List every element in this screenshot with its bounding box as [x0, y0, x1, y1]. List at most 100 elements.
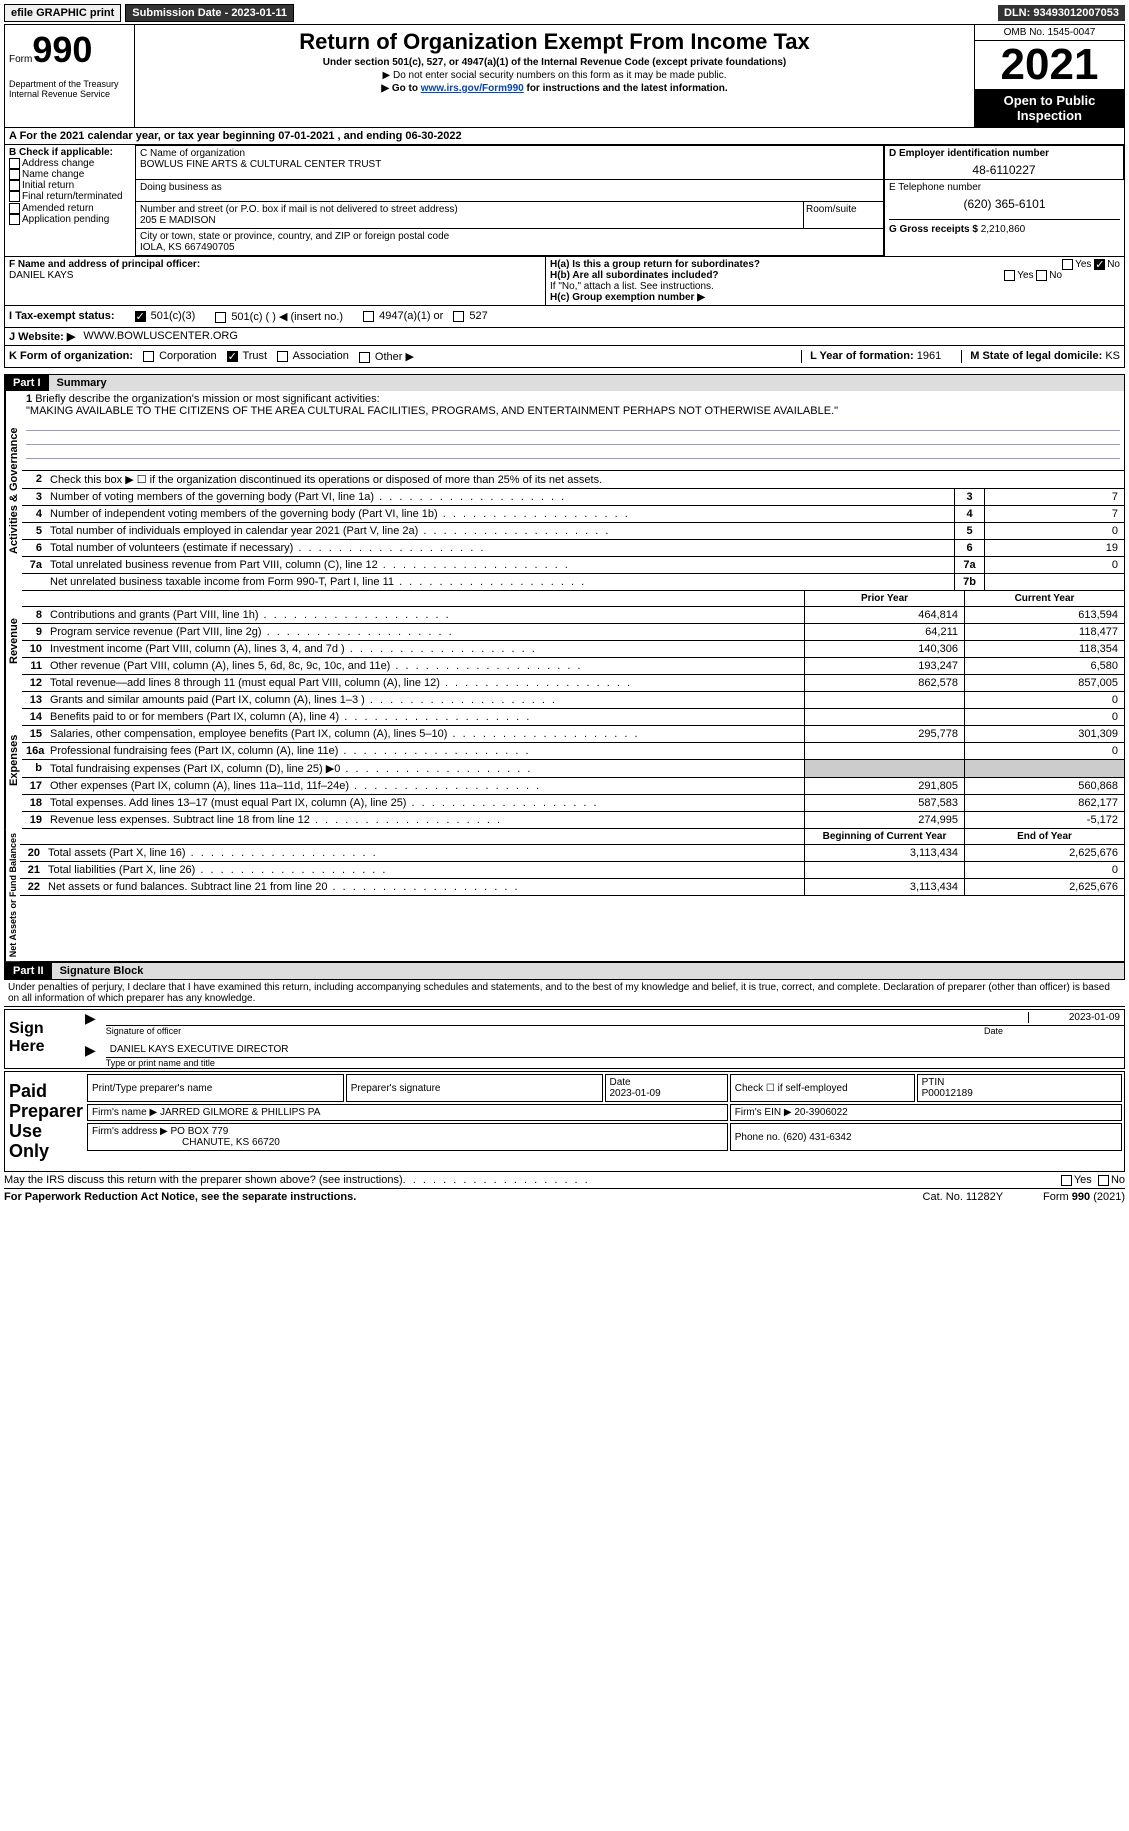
irs-link[interactable]: www.irs.gov/Form990 — [421, 83, 524, 94]
firm-city: CHANUTE, KS 66720 — [182, 1137, 280, 1148]
cb-irs-yes[interactable] — [1061, 1175, 1072, 1186]
cb-amended[interactable] — [9, 203, 20, 214]
ptin-label: PTIN — [922, 1077, 945, 1088]
open-public: Open to Public Inspection — [975, 89, 1124, 127]
note-goto-post: for instructions and the latest informat… — [524, 83, 728, 94]
part1-title: Summary — [57, 377, 107, 389]
line2: Check this box ▶ ☐ if the organization d… — [46, 471, 1124, 488]
gross-label: G Gross receipts $ — [889, 224, 978, 235]
org-name: BOWLUS FINE ARTS & CULTURAL CENTER TRUST — [140, 159, 879, 170]
hb-label: H(b) Are all subordinates included? — [550, 270, 719, 281]
year-formation: 1961 — [917, 350, 941, 362]
side-netassets: Net Assets or Fund Balances — [5, 829, 20, 961]
side-revenue: Revenue — [5, 591, 22, 692]
col-current: Current Year — [964, 591, 1124, 607]
tax-year: 2021 — [975, 41, 1124, 89]
hb-note: If "No," attach a list. See instructions… — [550, 281, 1120, 292]
officer-label: F Name and address of principal officer: — [9, 259, 541, 270]
cb-ha-no[interactable] — [1094, 259, 1105, 270]
cb-name-change[interactable] — [9, 169, 20, 180]
cb-irs-no[interactable] — [1098, 1175, 1109, 1186]
city-label: City or town, state or province, country… — [140, 231, 879, 242]
ptin: P00012189 — [922, 1088, 973, 1099]
room-label: Room/suite — [803, 202, 883, 228]
cb-initial-return[interactable] — [9, 180, 20, 191]
topbar: efile GRAPHIC print Submission Date - 20… — [4, 4, 1125, 22]
form-subtitle: Under section 501(c), 527, or 4947(a)(1)… — [143, 57, 966, 68]
ein-label: D Employer identification number — [889, 148, 1119, 159]
prep-date: 2023-01-09 — [610, 1088, 661, 1099]
cb-501c3[interactable] — [135, 311, 146, 322]
section-b-label: B Check if applicable: — [9, 147, 131, 158]
part1-header: Part I — [5, 375, 49, 391]
phone-label: E Telephone number — [889, 182, 1120, 193]
paid-preparer: Paid Preparer Use Only — [5, 1072, 85, 1171]
domicile: KS — [1105, 350, 1120, 362]
firm-name-label: Firm's name ▶ — [92, 1107, 157, 1118]
efile-btn[interactable]: efile GRAPHIC print — [4, 4, 121, 22]
paperwork: For Paperwork Reduction Act Notice, see … — [4, 1191, 356, 1203]
officer-name: DANIEL KAYS — [9, 270, 541, 281]
cb-corp[interactable] — [143, 351, 154, 362]
cb-address-change[interactable] — [9, 158, 20, 169]
sig-officer-label: Signature of officer — [106, 1026, 984, 1036]
submission-date: Submission Date - 2023-01-11 — [125, 4, 294, 22]
firm-ein: 20-3906022 — [794, 1107, 847, 1118]
firm-ein-label: Firm's EIN ▶ — [735, 1107, 792, 1118]
prep-date-lbl: Date — [610, 1077, 631, 1088]
cb-501c[interactable] — [215, 312, 226, 323]
dept-treasury: Department of the Treasury Internal Reve… — [9, 79, 130, 99]
mission-label: Briefly describe the organization's miss… — [35, 393, 379, 405]
city-value: IOLA, KS 667490705 — [140, 242, 879, 253]
cat-no: Cat. No. 11282Y — [923, 1191, 1004, 1203]
cb-assoc[interactable] — [277, 351, 288, 362]
prep-phone: (620) 431-6342 — [783, 1132, 851, 1143]
side-activities: Activities & Governance — [5, 391, 22, 591]
col-end: End of Year — [964, 829, 1124, 845]
note-ssn: ▶ Do not enter social security numbers o… — [143, 70, 966, 81]
date-label: Date — [984, 1026, 1124, 1036]
note-goto-pre: ▶ Go to — [381, 83, 420, 94]
tax-exempt-label: I Tax-exempt status: — [9, 310, 115, 323]
side-expenses: Expenses — [5, 692, 22, 829]
cb-hb-yes[interactable] — [1004, 270, 1015, 281]
part2-title: Signature Block — [60, 965, 144, 977]
mission-text: "MAKING AVAILABLE TO THE CITIZENS OF THE… — [26, 405, 838, 417]
domicile-label: M State of legal domicile: — [970, 350, 1102, 362]
row-a-tax-year: A For the 2021 calendar year, or tax yea… — [4, 127, 1125, 145]
sign-here: Sign Here — [5, 1010, 85, 1068]
form-org-label: K Form of organization: — [9, 350, 133, 363]
cb-ha-yes[interactable] — [1062, 259, 1073, 270]
cb-hb-no[interactable] — [1036, 270, 1047, 281]
form-label: Form — [9, 54, 32, 65]
org-name-label: C Name of organization — [140, 148, 879, 159]
addr-value: 205 E MADISON — [140, 215, 799, 226]
ha-label: H(a) Is this a group return for subordin… — [550, 259, 760, 270]
addr-label: Number and street (or P.O. box if mail i… — [140, 204, 799, 215]
dln: DLN: 93493012007053 — [998, 5, 1125, 21]
website-label: J Website: ▶ — [9, 330, 75, 343]
firm-addr: PO BOX 779 — [171, 1126, 229, 1137]
col-prior: Prior Year — [804, 591, 964, 607]
sig-date: 2023-01-09 — [1028, 1012, 1120, 1023]
firm-name: JARRED GILMORE & PHILLIPS PA — [160, 1107, 320, 1118]
form-number: 990 — [32, 29, 92, 70]
prep-phone-label: Phone no. — [735, 1132, 781, 1143]
cb-527[interactable] — [453, 311, 464, 322]
hc-label: H(c) Group exemption number ▶ — [550, 292, 1120, 303]
cb-trust[interactable] — [227, 351, 238, 362]
part2-header: Part II — [5, 963, 52, 979]
may-irs: May the IRS discuss this return with the… — [4, 1174, 403, 1186]
col-begin: Beginning of Current Year — [804, 829, 964, 845]
cb-final-return[interactable] — [9, 191, 20, 202]
prep-sig-label: Preparer's signature — [351, 1083, 598, 1094]
cb-other[interactable] — [359, 352, 370, 363]
form-footer: Form 990 (2021) — [1043, 1191, 1125, 1203]
year-formation-label: L Year of formation: — [810, 350, 914, 362]
gross-value: 2,210,860 — [981, 224, 1026, 235]
cb-app-pending[interactable] — [9, 214, 20, 225]
website-value: WWW.BOWLUSCENTER.ORG — [83, 330, 238, 343]
check-self: Check ☐ if self-employed — [730, 1074, 915, 1102]
prep-name-label: Print/Type preparer's name — [92, 1083, 339, 1094]
cb-4947[interactable] — [363, 311, 374, 322]
